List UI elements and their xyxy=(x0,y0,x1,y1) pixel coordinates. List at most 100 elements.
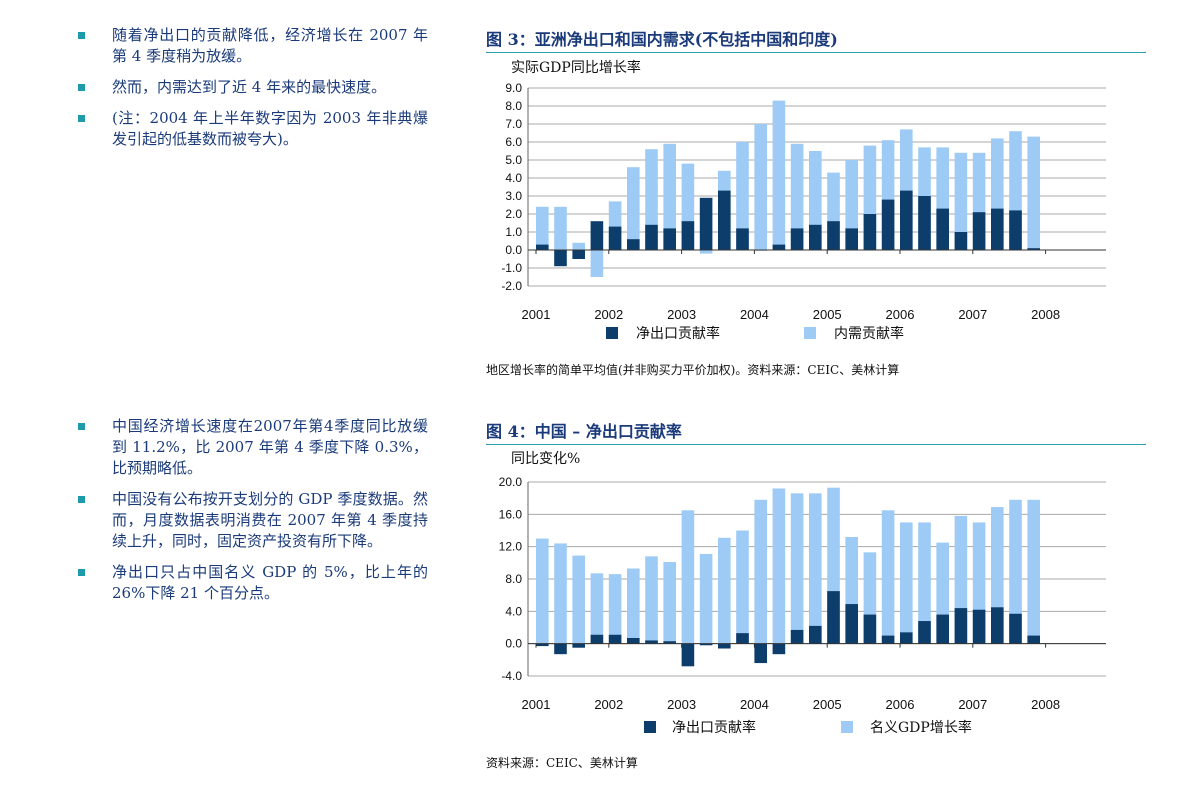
bar-second-series xyxy=(845,160,858,250)
y-tick-label: 8.0 xyxy=(505,572,522,586)
figure3-source: 地区增长率的简单平均值(并非购买力平价加权)。资料来源：CEIC、美林计算 xyxy=(486,363,900,377)
x-tick-label: 2007 xyxy=(958,697,987,712)
y-tick-label: 2.0 xyxy=(505,207,522,221)
y-tick-label: 3.0 xyxy=(505,189,522,203)
bar-net-export xyxy=(590,634,604,644)
bar-net-export xyxy=(645,640,658,644)
figure3-unit: 实际GDP同比增长率 xyxy=(511,60,641,76)
list-item: (注：2004 年上半年数字因为 2003 年非典爆发引起的低基数而被夸大)。 xyxy=(72,108,428,150)
bar-net-export xyxy=(681,221,695,250)
bar-net-export xyxy=(1009,210,1022,250)
y-tick-label: -1.0 xyxy=(501,261,522,275)
y-tick-label: 16.0 xyxy=(499,507,523,521)
bar-net-export xyxy=(845,228,858,250)
bar-second-series xyxy=(572,242,585,250)
x-tick-label: 2007 xyxy=(958,307,987,322)
bar-second-series xyxy=(754,124,767,250)
list-item: 然而，内需达到了近 4 年来的最快速度。 xyxy=(72,77,428,98)
y-tick-label: 4.0 xyxy=(505,171,522,185)
bar-net-export xyxy=(627,638,640,644)
bar-second-series xyxy=(881,510,895,644)
figure3-chart: 9.08.07.06.05.04.03.02.01.00.0-1.0-2.020… xyxy=(501,81,1106,342)
x-tick-label: 2008 xyxy=(1031,697,1060,712)
list-item: 中国经济增长速度在2007年第4季度同比放缓到 11.2%，比 2007 年第 … xyxy=(72,416,428,479)
bar-net-export xyxy=(954,608,968,644)
bar-net-export xyxy=(554,250,567,267)
bar-second-series xyxy=(736,530,749,644)
bar-net-export xyxy=(809,625,822,644)
bar-net-export xyxy=(699,643,713,646)
square-bullet-icon xyxy=(78,32,85,39)
bullet-list-bottom: 中国经济增长速度在2007年第4季度同比放缓到 11.2%，比 2007 年第 … xyxy=(72,416,428,614)
bullet-list-top: 随着净出口的贡献降低，经济增长在 2007 年第 4 季度稍为放缓。 然而，内需… xyxy=(72,25,428,160)
bar-net-export xyxy=(572,643,585,648)
bar-net-export xyxy=(645,224,658,250)
x-tick-label: 2001 xyxy=(522,697,551,712)
bar-second-series xyxy=(536,206,549,250)
x-tick-label: 2002 xyxy=(594,307,623,322)
bar-net-export xyxy=(572,250,585,259)
y-tick-label: 6.0 xyxy=(505,135,522,149)
y-tick-label: 5.0 xyxy=(505,153,522,167)
bar-net-export xyxy=(918,196,931,250)
bar-net-export xyxy=(991,208,1004,250)
bar-net-export xyxy=(809,224,822,250)
legend-label: 内需贡献率 xyxy=(834,325,904,342)
figure4-title: 图 4：中国 – 净出口贡献率 xyxy=(486,418,1146,445)
x-tick-label: 2004 xyxy=(740,697,769,712)
bar-second-series xyxy=(590,573,604,644)
bar-second-series xyxy=(1027,499,1040,644)
x-tick-label: 2002 xyxy=(594,697,623,712)
bar-net-export xyxy=(900,190,913,250)
bar-net-export xyxy=(554,643,567,655)
bar-second-series xyxy=(918,522,931,644)
legend-swatch xyxy=(804,327,816,339)
bar-net-export xyxy=(699,197,713,250)
legend-swatch xyxy=(841,721,853,733)
bar-net-export xyxy=(1009,613,1022,644)
legend-label: 净出口贡献率 xyxy=(672,719,756,736)
bar-second-series xyxy=(754,499,767,644)
bar-second-series xyxy=(699,250,713,254)
list-item: 中国没有公布按开支划分的 GDP 季度数据。然而，月度数据表明消费在 2007 … xyxy=(72,489,428,552)
bar-net-export xyxy=(608,634,622,644)
bar-net-export xyxy=(972,609,986,644)
bar-net-export xyxy=(536,244,549,250)
x-tick-label: 2006 xyxy=(886,697,915,712)
bar-net-export xyxy=(1027,635,1040,644)
bar-net-export xyxy=(663,641,676,644)
bar-second-series xyxy=(1027,136,1040,250)
square-bullet-icon xyxy=(78,569,85,576)
bar-net-export xyxy=(627,239,640,250)
y-tick-label: 7.0 xyxy=(505,117,522,131)
bar-second-series xyxy=(900,522,913,644)
bar-second-series xyxy=(627,167,640,250)
bar-net-export xyxy=(991,607,1004,644)
bar-second-series xyxy=(681,510,695,644)
y-tick-label: 1.0 xyxy=(505,225,522,239)
y-tick-label: 8.0 xyxy=(505,99,522,113)
bar-second-series xyxy=(790,493,804,644)
legend-swatch xyxy=(644,721,656,733)
bar-net-export xyxy=(718,190,731,250)
bar-net-export xyxy=(790,228,804,250)
bar-net-export xyxy=(827,221,840,250)
x-tick-label: 2003 xyxy=(667,697,696,712)
bar-second-series xyxy=(608,574,622,644)
bar-second-series xyxy=(772,100,786,250)
y-tick-label: 0.0 xyxy=(505,637,522,651)
bar-second-series xyxy=(554,543,567,644)
legend-label: 净出口贡献率 xyxy=(636,325,720,342)
bar-net-export xyxy=(954,232,968,250)
bar-net-export xyxy=(863,614,877,644)
bar-net-export xyxy=(863,214,877,250)
bar-second-series xyxy=(645,556,658,644)
bar-net-export xyxy=(790,629,804,644)
bar-net-export xyxy=(736,228,749,250)
x-tick-label: 2008 xyxy=(1031,307,1060,322)
y-tick-label: -4.0 xyxy=(501,669,522,683)
bar-net-export xyxy=(827,591,840,644)
bar-net-export xyxy=(718,643,731,649)
square-bullet-icon xyxy=(78,423,85,430)
bar-net-export xyxy=(918,621,931,644)
